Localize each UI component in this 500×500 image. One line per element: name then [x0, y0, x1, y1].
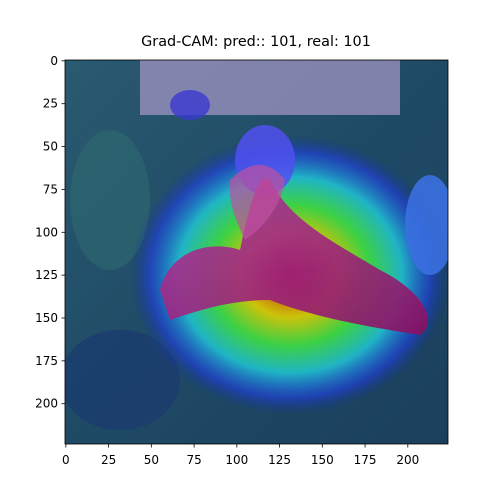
x-tick-label: 200	[396, 453, 419, 467]
y-tick-label: 200	[35, 397, 58, 411]
y-tick-label: 25	[43, 97, 58, 111]
y-tick-label: 50	[43, 140, 58, 154]
x-tick-label: 150	[311, 453, 334, 467]
y-tick-label: 175	[35, 354, 58, 368]
x-tick-label: 25	[101, 453, 116, 467]
axes-frame	[64, 59, 449, 445]
y-tick-label: 100	[35, 225, 58, 239]
x-tick-label: 0	[62, 453, 70, 467]
x-tick-label: 100	[225, 453, 248, 467]
x-tick-label: 50	[144, 453, 159, 467]
y-tick-label: 150	[35, 311, 58, 325]
y-tick-label: 0	[50, 54, 58, 68]
chart-title: Grad-CAM: pred:: 101, real: 101	[141, 34, 371, 50]
y-tick-label: 75	[43, 182, 58, 196]
x-tick-label: 175	[354, 453, 377, 467]
x-tick-label: 75	[186, 453, 201, 467]
y-tick-label: 125	[35, 268, 58, 282]
x-tick-label: 125	[268, 453, 291, 467]
image	[65, 60, 448, 444]
